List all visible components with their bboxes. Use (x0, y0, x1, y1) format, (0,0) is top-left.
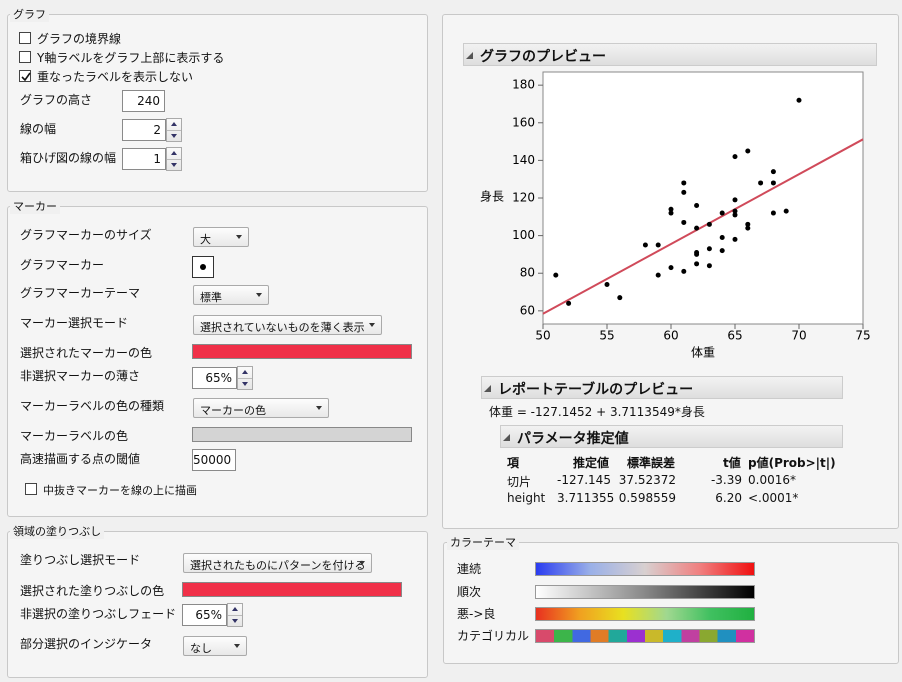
field-label: 選択されたマーカーの色 (20, 346, 153, 360)
color-bar[interactable] (535, 562, 755, 576)
panel-title: グラフ (10, 6, 49, 22)
table-cell: -3.39 (710, 473, 742, 487)
color-swatch[interactable] (182, 582, 402, 597)
checkbox-label: グラフの境界線 (37, 32, 122, 46)
graph-panel (7, 14, 428, 192)
dropdown[interactable]: 選択されたものにパターンを付ける (183, 553, 372, 573)
table-cell: -127.145 (557, 473, 611, 487)
color-bar[interactable] (535, 629, 755, 643)
spinner[interactable] (227, 603, 243, 627)
field-label: 箱ひげ図の線の幅 (20, 151, 117, 165)
text-input[interactable]: 2 (122, 119, 166, 141)
section-header[interactable]: グラフのプレビュー (463, 43, 877, 66)
checkbox-label: Y軸ラベルをグラフ上部に表示する (37, 51, 225, 65)
field-label: 線の幅 (20, 122, 57, 136)
table-header: 項 (507, 456, 520, 470)
checkbox[interactable] (19, 51, 31, 63)
spinner[interactable] (237, 366, 253, 390)
dropdown[interactable]: 標準 (193, 285, 269, 305)
table-cell: <.0001* (748, 491, 799, 505)
dropdown[interactable]: マーカーの色 (193, 398, 329, 418)
field-label: グラフの高さ (20, 93, 93, 107)
marker-button[interactable] (192, 256, 214, 278)
preview-panel (442, 14, 899, 529)
table-cell: height (507, 491, 546, 505)
table-header: 推定値 (573, 456, 610, 470)
field-label: グラフマーカーのサイズ (20, 228, 152, 242)
panel-title: カラーテーマ (447, 534, 519, 550)
table-header: 標準誤差 (627, 456, 676, 470)
checkbox[interactable] (19, 70, 31, 82)
field-label: マーカーラベルの色 (20, 429, 129, 443)
check-mark (21, 72, 31, 82)
field-label: 非選択の塗りつぶしフェード (20, 607, 177, 621)
field-label: 非選択マーカーの薄さ (20, 369, 141, 383)
theme-label: 連続 (457, 562, 482, 576)
checkbox[interactable] (25, 483, 37, 495)
text-input[interactable]: 240 (122, 90, 165, 112)
panel-title: 領域の塗りつぶし (10, 523, 105, 539)
table-cell: 0.0016* (748, 473, 796, 487)
table-cell: 0.598559 (618, 491, 676, 505)
dropdown[interactable]: 大 (193, 227, 249, 247)
field-label: マーカーラベルの色の種類 (20, 399, 165, 413)
table-header: t値 (723, 456, 741, 470)
field-label: マーカー選択モード (20, 316, 129, 330)
dropdown[interactable]: なし (183, 636, 247, 656)
field-label: 選択された塗りつぶしの色 (20, 584, 165, 598)
checkbox-label: 重なったラベルを表示しない (37, 70, 194, 84)
section-header[interactable]: パラメータ推定値 (500, 425, 843, 448)
panel-title: マーカー (10, 198, 60, 214)
theme-label: 悪->良 (457, 607, 496, 621)
text-input[interactable]: 65% (182, 604, 227, 626)
checkbox-label: 中抜きマーカーを線の上に描画 (43, 484, 197, 497)
marker-dot (200, 264, 206, 270)
color-theme-panel (443, 542, 899, 664)
dropdown[interactable]: 選択されていないものを薄く表示 (193, 315, 382, 335)
table-header: p値(Prob>|t|) (748, 456, 836, 470)
table-cell: 37.52372 (618, 473, 676, 487)
theme-label: カテゴリカル (457, 629, 530, 643)
color-swatch[interactable] (192, 427, 412, 442)
checkbox[interactable] (19, 32, 31, 44)
field-label: グラフマーカー (20, 258, 105, 272)
field-label: 塗りつぶし選択モード (20, 553, 141, 567)
field-label: 高速描画する点の閾値 (20, 452, 141, 466)
spinner[interactable] (166, 147, 182, 171)
table-cell: 切片 (507, 475, 532, 489)
section-header[interactable]: レポートテーブルのプレビュー (481, 376, 843, 399)
color-bar[interactable] (535, 585, 755, 599)
color-bar[interactable] (535, 607, 755, 621)
table-cell: 6.20 (715, 491, 742, 505)
text-input[interactable]: 65% (192, 367, 237, 389)
table-cell: 3.711355 (557, 491, 615, 505)
spinner[interactable] (166, 118, 182, 142)
field-label: グラフマーカーテーマ (20, 286, 141, 300)
theme-label: 順次 (457, 585, 482, 599)
equation: 体重 = -127.1452 + 3.7113549*身長 (489, 405, 705, 419)
color-swatch[interactable] (192, 344, 412, 359)
text-input[interactable]: 50000 (192, 449, 236, 471)
text-input[interactable]: 1 (122, 148, 166, 170)
field-label: 部分選択のインジケータ (20, 637, 153, 651)
